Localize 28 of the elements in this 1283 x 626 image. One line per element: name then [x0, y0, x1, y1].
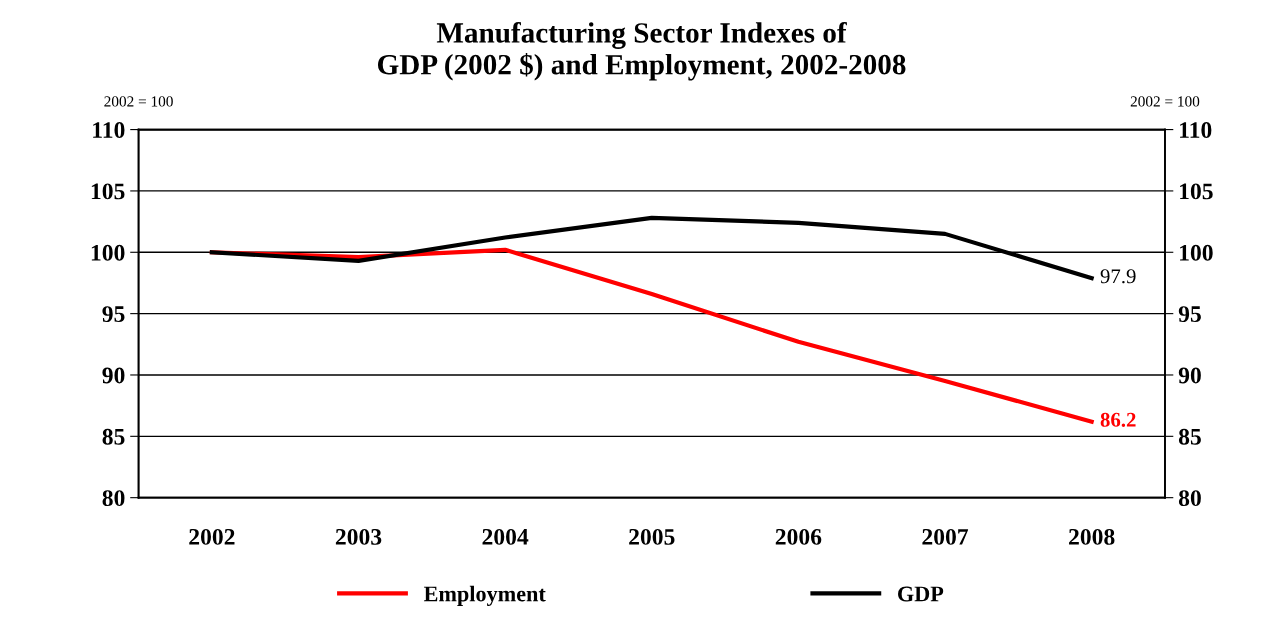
y-tick-label: 80 [102, 490, 125, 507]
y-tick-label: 90 [102, 367, 125, 384]
x-tick-label: 2002 [189, 528, 235, 545]
legend-label: Employment [423, 585, 546, 606]
y-tick-label: 85 [102, 428, 125, 445]
y-tick-label: 100 [91, 244, 125, 261]
y2-tick-label: 80 [1178, 490, 1201, 507]
data-label: 86.2 [1100, 412, 1136, 427]
y2-tick-label: 90 [1178, 367, 1201, 384]
x-tick-label: 2007 [922, 528, 969, 545]
y-tick-label: 105 [91, 183, 125, 200]
y2-axis-title: 2002 = 100 [1130, 96, 1200, 107]
x-tick-label: 2004 [482, 528, 529, 545]
x-tick-label: 2008 [1069, 528, 1115, 545]
legend-label: GDP [898, 586, 944, 602]
chart-title: Manufacturing Sector Indexes of GDP (2002 $) and Employment, 2002-2008 [378, 21, 906, 81]
y2-tick-label: 95 [1178, 306, 1201, 323]
y2-tick-label: 105 [1180, 183, 1213, 200]
y2-tick-label: 110 [1180, 122, 1212, 139]
y2-tick-label: 100 [1180, 244, 1213, 261]
y-tick-label: 110 [93, 122, 125, 139]
x-tick-label: 2005 [629, 528, 675, 545]
y-axis-title: 2002 = 100 [104, 96, 173, 107]
x-tick-label: 2006 [775, 528, 822, 545]
x-tick-label: 2003 [335, 528, 382, 545]
y-tick-label: 95 [102, 306, 125, 323]
data-label: 97.9 [1100, 269, 1136, 284]
y2-tick-label: 85 [1178, 428, 1201, 445]
